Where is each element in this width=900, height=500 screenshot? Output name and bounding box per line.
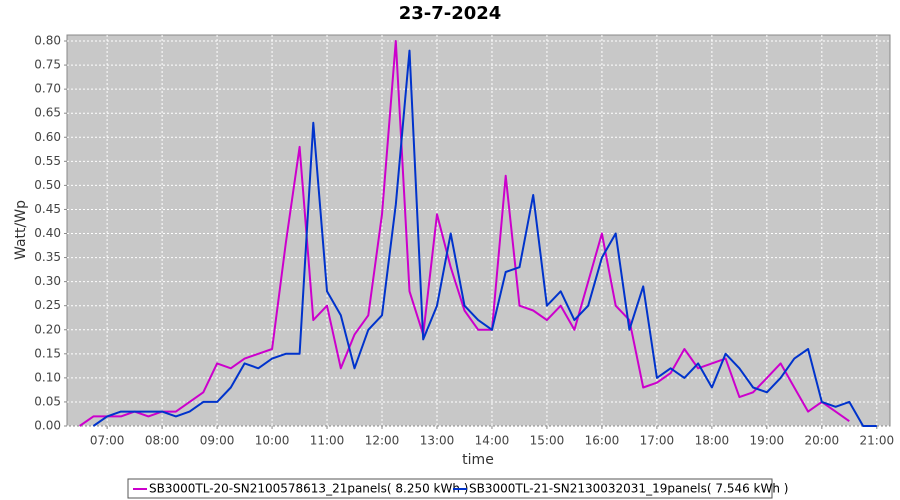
y-tick-label: 0.65 [34, 106, 61, 120]
y-tick-label: 0.15 [34, 346, 61, 360]
y-tick-label: 0.00 [34, 419, 61, 433]
series-line [92, 49, 877, 427]
x-tick-label: 09:00 [200, 434, 235, 448]
y-tick-label: 0.55 [34, 154, 61, 168]
x-tick-label: 15:00 [530, 434, 565, 448]
y-tick-label: 0.80 [34, 34, 61, 48]
y-tick-label: 0.20 [34, 322, 61, 336]
x-tick-label: 07:00 [90, 434, 125, 448]
y-tick-label: 0.35 [34, 250, 61, 264]
legend-label: SB3000TL-20-SN2100578613_21panels( 8.250… [149, 482, 468, 496]
legend [127, 478, 773, 499]
x-tick-label: 20:00 [805, 434, 840, 448]
y-axis-label: Watt/Wp [13, 200, 29, 260]
y-tick-label: 0.25 [34, 298, 61, 312]
y-tick-label: 0.75 [34, 58, 61, 72]
y-tick-label: 0.60 [34, 130, 61, 144]
legend-label: SB3000TL-21-SN2130032031_19panels( 7.546… [469, 482, 788, 496]
x-tick-label: 21:00 [860, 434, 895, 448]
y-tick-label: 0.40 [34, 226, 61, 240]
x-tick-label: 17:00 [640, 434, 675, 448]
y-tick-label: 0.50 [34, 178, 61, 192]
x-tick-label: 08:00 [145, 434, 180, 448]
chart-title: 23-7-2024 [399, 3, 502, 24]
x-tick-label: 11:00 [310, 434, 345, 448]
x-axis-label: time [462, 452, 494, 468]
y-tick-label: 0.10 [34, 370, 61, 384]
x-tick-label: 19:00 [750, 434, 785, 448]
series-line [79, 40, 850, 427]
y-tick-label: 0.05 [34, 394, 61, 408]
x-tick-label: 10:00 [255, 434, 290, 448]
y-tick-label: 0.70 [34, 82, 61, 96]
plot-area [66, 34, 891, 427]
x-tick-label: 16:00 [585, 434, 620, 448]
x-tick-label: 14:00 [475, 434, 510, 448]
y-tick-label: 0.30 [34, 274, 61, 288]
y-tick-label: 0.45 [34, 202, 61, 216]
x-tick-label: 13:00 [420, 434, 455, 448]
x-tick-label: 18:00 [695, 434, 730, 448]
x-tick-label: 12:00 [365, 434, 400, 448]
